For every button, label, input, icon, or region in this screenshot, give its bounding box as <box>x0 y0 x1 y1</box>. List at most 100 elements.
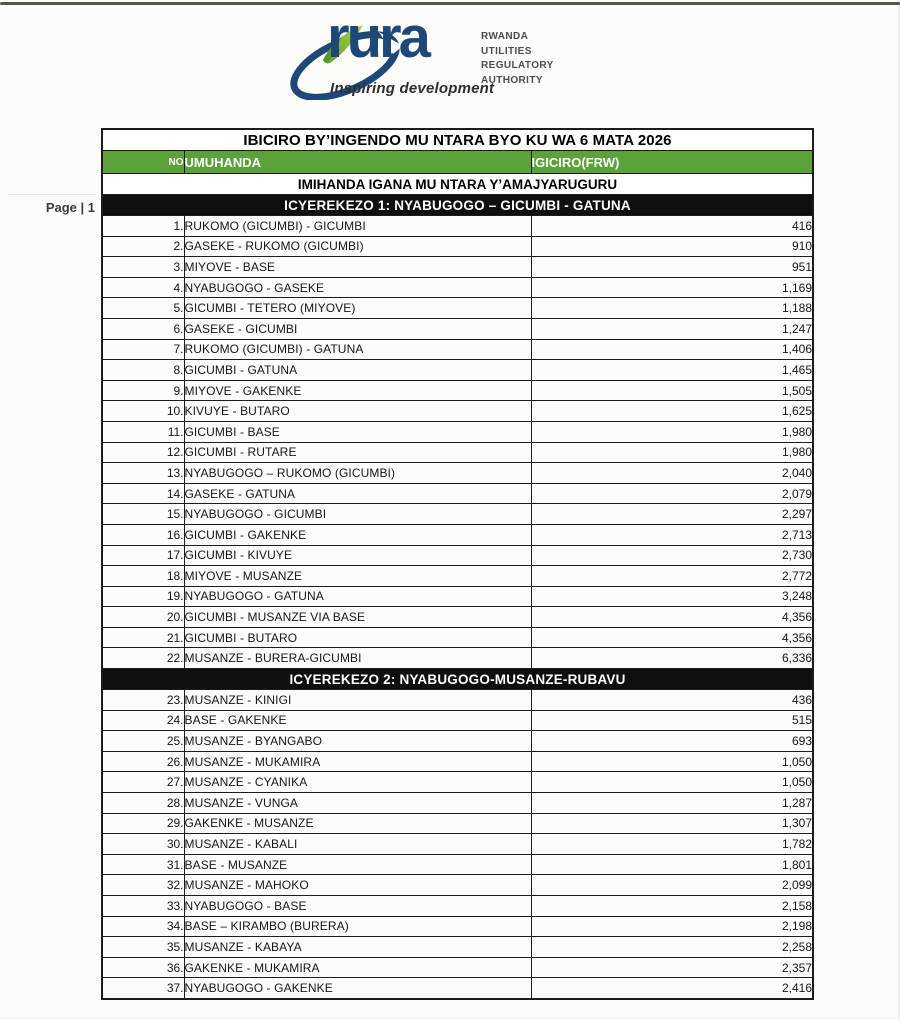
row-price: 2,099 <box>530 874 814 896</box>
row-route: GICUMBI - KIVUYE <box>183 544 532 567</box>
table-row: 32. MUSANZE - MAHOKO 2,099 <box>101 874 814 896</box>
row-route: GICUMBI - TETERO (MIYOVE) <box>183 297 532 319</box>
row-price: 1,287 <box>530 792 814 814</box>
row-route: GASEKE - GATUNA <box>183 482 532 505</box>
table-row: 27. MUSANZE - CYANIKA 1,050 <box>101 771 814 794</box>
row-price: 2,357 <box>530 956 814 979</box>
row-route: RUKOMO (GICUMBI) - GICUMBI <box>183 215 532 237</box>
row-route: MUSANZE - CYANIKA <box>183 771 532 794</box>
org-line: REGULATORY <box>481 60 554 71</box>
row-route: GICUMBI - GATUNA <box>183 359 532 381</box>
org-line: AUTHORITY <box>481 74 543 86</box>
row-price: 2,258 <box>530 936 814 958</box>
row-price: 1,406 <box>530 338 814 361</box>
row-route: GICUMBI - MUSANZE VIA BASE <box>183 606 532 628</box>
table-row: 12. GICUMBI - RUTARE 1,980 <box>101 441 814 464</box>
table-row: 16. GICUMBI - GAKENKE 2,713 <box>101 523 814 546</box>
row-no: 26. <box>101 750 185 773</box>
row-route: NYABUGOGO - GASEKE <box>183 276 532 299</box>
row-no: 6. <box>101 317 185 340</box>
row-no: 29. <box>101 812 185 835</box>
page-label-rule <box>8 194 96 195</box>
table-row: 23. MUSANZE - KINIGI 436 <box>101 689 814 711</box>
section-header-row: ICYEREKEZO 1: NYABUGOGO – GICUMBI - GATU… <box>101 194 814 216</box>
table-row: 33. NYABUGOGO - BASE 2,158 <box>101 895 814 917</box>
rura-swoosh-icon <box>290 25 403 100</box>
row-price: 2,297 <box>530 503 814 525</box>
row-route: MUSANZE - BYANGABO <box>183 730 532 752</box>
table-row: 7. RUKOMO (GICUMBI) - GATUNA 1,406 <box>101 338 814 361</box>
row-route: GASEKE - RUKOMO (GICUMBI) <box>183 235 532 258</box>
table-row: 19. NYABUGOGO - GATUNA 3,248 <box>101 585 814 608</box>
section-header-label: ICYEREKEZO 2: NYABUGOGO-MUSANZE-RUBAVU <box>101 668 814 691</box>
table-row: 13. NYABUGOGO – RUKOMO (GICUMBI) 2,040 <box>101 462 814 484</box>
table-row: 18. MIYOVE - MUSANZE 2,772 <box>101 565 814 587</box>
row-no: 30. <box>101 833 185 855</box>
row-route: BASE – KIRAMBO (BURERA) <box>183 915 532 938</box>
row-price: 1,625 <box>530 400 814 422</box>
row-no: 9. <box>101 379 185 402</box>
row-route: BASE - MUSANZE <box>183 853 532 876</box>
row-price: 1,050 <box>530 750 814 773</box>
table-row: 34. BASE – KIRAMBO (BURERA) 2,198 <box>101 915 814 938</box>
table-title-row: IBICIRO BY’INGENDO MU NTARA BYO KU WA 6 … <box>101 128 814 151</box>
rura-logo: rura Inspiring development RWANDA UTILIT… <box>283 5 623 106</box>
row-no: 28. <box>101 792 185 814</box>
row-route: MUSANZE - MUKAMIRA <box>183 750 532 773</box>
table-row: 25. MUSANZE - BYANGABO 693 <box>101 730 814 752</box>
row-price: 1,980 <box>530 441 814 464</box>
table-row: 9. MIYOVE - GAKENKE 1,505 <box>101 379 814 402</box>
table-row: 8. GICUMBI - GATUNA 1,465 <box>101 359 814 381</box>
row-no: 4. <box>101 276 185 299</box>
table-row: 22. MUSANZE - BURERA-GICUMBI 6,336 <box>101 647 814 670</box>
row-price: 2,198 <box>530 915 814 938</box>
column-header-no: NO <box>101 150 185 174</box>
row-route: GAKENKE - MUSANZE <box>183 812 532 835</box>
table-row: 31. BASE - MUSANZE 1,801 <box>101 853 814 876</box>
row-no: 32. <box>101 874 185 896</box>
row-no: 25. <box>101 730 185 752</box>
row-price: 1,980 <box>530 420 814 443</box>
row-no: 11. <box>101 420 185 443</box>
fare-table-body: IBICIRO BY’INGENDO MU NTARA BYO KU WA 6 … <box>101 128 814 1000</box>
row-no: 1. <box>101 215 185 237</box>
row-price: 1,307 <box>530 812 814 835</box>
row-price: 951 <box>530 256 814 278</box>
section-header-row: ICYEREKEZO 2: NYABUGOGO-MUSANZE-RUBAVU <box>101 668 814 691</box>
row-price: 2,772 <box>530 565 814 587</box>
row-no: 33. <box>101 895 185 917</box>
row-route: KIVUYE - BUTARO <box>183 400 532 422</box>
row-price: 416 <box>530 215 814 237</box>
row-no: 16. <box>101 523 185 546</box>
row-price: 2,040 <box>530 462 814 484</box>
row-price: 1,050 <box>530 771 814 794</box>
row-no: 5. <box>101 297 185 319</box>
row-route: RUKOMO (GICUMBI) - GATUNA <box>183 338 532 361</box>
row-no: 7. <box>101 338 185 361</box>
table-row: 3. MIYOVE - BASE 951 <box>101 256 814 278</box>
row-price: 2,713 <box>530 523 814 546</box>
row-price: 436 <box>530 689 814 711</box>
row-no: 14. <box>101 482 185 505</box>
row-no: 3. <box>101 256 185 278</box>
row-no: 34. <box>101 915 185 938</box>
table-row: 28. MUSANZE - VUNGA 1,287 <box>101 792 814 814</box>
row-price: 1,801 <box>530 853 814 876</box>
rura-brand-text: rura <box>327 5 431 70</box>
row-no: 10. <box>101 400 185 422</box>
region-header-row: IMIHANDA IGANA MU NTARA Y’AMAJYARUGURU <box>101 173 814 195</box>
table-row: 29. GAKENKE - MUSANZE 1,307 <box>101 812 814 835</box>
row-no: 27. <box>101 771 185 794</box>
row-price: 1,247 <box>530 317 814 340</box>
row-no: 36. <box>101 956 185 979</box>
column-header-route: UMUHANDA <box>183 150 532 174</box>
row-price: 3,248 <box>530 585 814 608</box>
org-line: RWANDA <box>481 31 529 42</box>
row-route: MIYOVE - MUSANZE <box>183 565 532 587</box>
page-number-label: Page | 1 <box>45 200 95 215</box>
row-no: 24. <box>101 709 185 732</box>
row-route: MUSANZE - MAHOKO <box>183 874 532 896</box>
row-price: 515 <box>530 709 814 732</box>
row-route: NYABUGOGO - GAKENKE <box>183 977 532 1000</box>
row-price: 1,782 <box>530 833 814 855</box>
